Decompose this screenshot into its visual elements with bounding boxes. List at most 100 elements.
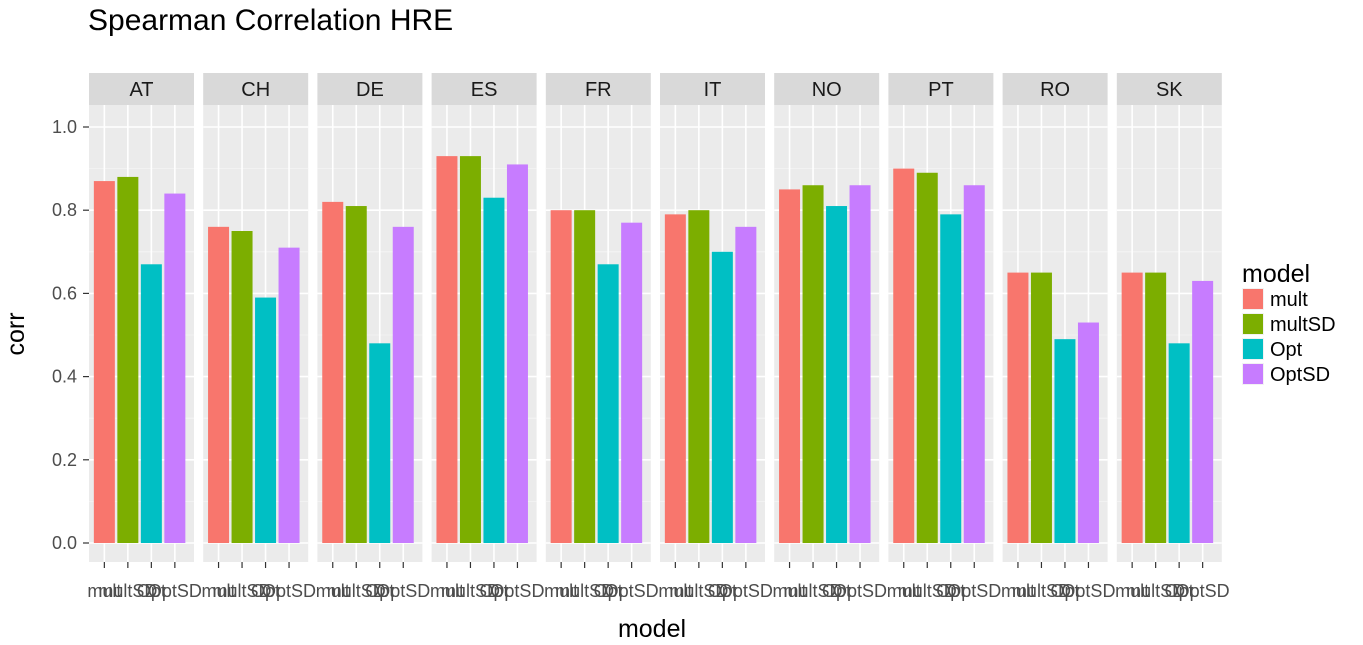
bar-at-multsd xyxy=(117,176,139,544)
x-tick-label: multSD xyxy=(784,581,843,601)
facet-strip-label: IT xyxy=(704,79,722,101)
facet-strip xyxy=(660,73,765,105)
legend-swatch-optsd xyxy=(1243,364,1263,384)
y-tick-label: 0.0 xyxy=(52,533,77,553)
x-tick-label: OptSD xyxy=(262,581,316,601)
facet-strip xyxy=(1116,73,1222,105)
bar-es-multsd xyxy=(459,156,481,543)
x-tick-label: mult xyxy=(87,581,121,601)
facet-strip-label: FR xyxy=(585,79,612,101)
bar-pt-mult xyxy=(893,168,915,543)
x-tick-label: Opt xyxy=(365,581,394,601)
x-tick-label: Opt xyxy=(822,581,851,601)
x-tick-label: mult xyxy=(544,581,578,601)
bar-sk-opt xyxy=(1168,343,1190,543)
x-tick-label: multSD xyxy=(98,581,157,601)
bar-no-optsd xyxy=(849,185,871,544)
bar-fr-optsd xyxy=(621,222,643,543)
facet-strip-label: RO xyxy=(1040,79,1070,101)
bar-es-opt xyxy=(483,197,505,543)
x-tick-label: OptSD xyxy=(148,581,202,601)
bar-sk-multsd xyxy=(1145,272,1167,543)
bar-pt-multsd xyxy=(916,172,938,543)
x-tick-label: multSD xyxy=(669,581,728,601)
bar-ro-optsd xyxy=(1077,322,1099,543)
x-tick-label: mult xyxy=(430,581,464,601)
legend-label-optsd: OptSD xyxy=(1270,364,1330,386)
x-tick-label: Opt xyxy=(1050,581,1079,601)
bar-ro-mult xyxy=(1007,272,1029,543)
panels-layer: ATmultmultSDOptOptSDCHmultmultSDOptOptSD… xyxy=(87,73,1230,601)
x-tick-label: mult xyxy=(316,581,350,601)
x-tick-label: mult xyxy=(1001,581,1035,601)
x-tick-label: multSD xyxy=(441,581,500,601)
bar-ch-opt xyxy=(255,297,277,543)
x-tick-label: mult xyxy=(1115,581,1149,601)
facet-strip-label: SK xyxy=(1156,79,1183,101)
facet-strip xyxy=(774,73,880,105)
bar-no-multsd xyxy=(802,185,824,544)
bar-fr-mult xyxy=(550,210,572,543)
x-tick-label: mult xyxy=(202,581,236,601)
bar-sk-mult xyxy=(1121,272,1143,543)
y-tick-label: 0.8 xyxy=(52,200,77,220)
legend-swatch-multsd xyxy=(1243,314,1263,334)
bar-no-opt xyxy=(826,206,848,544)
bar-it-multsd xyxy=(688,210,710,543)
y-axis-title: corr xyxy=(2,312,30,355)
y-axis: 0.0 0.2 0.4 0.6 0.8 1.0 xyxy=(52,117,89,553)
bar-ch-mult xyxy=(208,226,230,543)
x-tick-label: OptSD xyxy=(719,581,773,601)
bar-pt-opt xyxy=(940,214,962,544)
bar-es-mult xyxy=(436,156,458,543)
x-tick-label: OptSD xyxy=(605,581,659,601)
legend-title: model xyxy=(1242,260,1310,288)
x-tick-label: OptSD xyxy=(376,581,430,601)
x-tick-label: mult xyxy=(658,581,692,601)
y-tick-label: 0.4 xyxy=(52,367,77,387)
x-tick-label: OptSD xyxy=(947,581,1001,601)
facet-strip-label: PT xyxy=(928,79,954,101)
x-axis-title: model xyxy=(618,615,686,643)
y-tick-label: 0.2 xyxy=(52,450,77,470)
x-tick-label: multSD xyxy=(555,581,614,601)
facet-strip xyxy=(89,73,194,105)
x-tick-label: OptSD xyxy=(833,581,887,601)
facet-strip-label: NO xyxy=(812,79,842,101)
bar-de-mult xyxy=(322,201,344,543)
x-tick-label: OptSD xyxy=(1176,581,1230,601)
bar-ch-optsd xyxy=(278,247,300,543)
bar-fr-opt xyxy=(597,264,619,543)
facet-strip xyxy=(317,73,423,105)
bar-ro-multsd xyxy=(1030,272,1052,543)
x-tick-label: Opt xyxy=(708,581,737,601)
facet-strip xyxy=(203,73,309,105)
facet-strip-label: DE xyxy=(356,79,384,101)
x-tick-label: mult xyxy=(887,581,921,601)
facet-strip xyxy=(1002,73,1108,105)
facet-strip xyxy=(545,73,651,105)
bar-at-optsd xyxy=(164,193,186,543)
bar-fr-multsd xyxy=(574,210,596,543)
x-tick-label: OptSD xyxy=(490,581,544,601)
bar-at-opt xyxy=(140,264,162,543)
bar-pt-optsd xyxy=(963,185,985,544)
bar-ch-multsd xyxy=(231,231,253,543)
legend-label-multsd: multSD xyxy=(1270,314,1336,336)
facet-strip-label: AT xyxy=(129,79,153,101)
x-tick-label: Opt xyxy=(251,581,280,601)
x-tick-label: Opt xyxy=(594,581,623,601)
x-tick-label: Opt xyxy=(1165,581,1194,601)
x-tick-label: Opt xyxy=(479,581,508,601)
x-tick-label: multSD xyxy=(327,581,386,601)
bar-de-opt xyxy=(369,343,391,543)
